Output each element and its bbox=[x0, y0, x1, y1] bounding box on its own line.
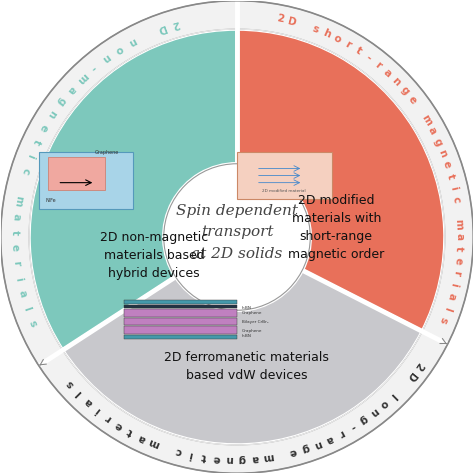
Text: a: a bbox=[65, 83, 77, 95]
Text: g: g bbox=[55, 95, 67, 108]
Text: n: n bbox=[390, 76, 402, 88]
Text: t: t bbox=[126, 426, 135, 438]
Text: a: a bbox=[251, 453, 259, 464]
Text: l: l bbox=[74, 388, 84, 398]
Text: s: s bbox=[64, 378, 76, 389]
Text: 2: 2 bbox=[275, 13, 284, 25]
Text: D: D bbox=[286, 16, 297, 27]
Text: o: o bbox=[113, 43, 124, 55]
Text: -: - bbox=[89, 62, 98, 73]
Text: g: g bbox=[357, 413, 369, 426]
Text: c: c bbox=[451, 196, 462, 204]
Text: D: D bbox=[155, 22, 166, 35]
Text: i: i bbox=[94, 405, 103, 416]
Text: m: m bbox=[12, 195, 24, 207]
Text: l: l bbox=[442, 305, 453, 311]
Text: t: t bbox=[201, 451, 207, 462]
Text: a: a bbox=[10, 212, 21, 220]
Text: t: t bbox=[31, 137, 42, 146]
Text: a: a bbox=[426, 126, 438, 137]
Text: e: e bbox=[212, 453, 220, 464]
Text: r: r bbox=[344, 39, 353, 50]
Text: t: t bbox=[454, 246, 464, 251]
FancyBboxPatch shape bbox=[124, 335, 237, 338]
Text: e: e bbox=[289, 446, 298, 457]
Text: s: s bbox=[438, 315, 449, 324]
Text: m: m bbox=[74, 71, 89, 85]
Text: a: a bbox=[17, 289, 28, 299]
Text: n: n bbox=[46, 109, 58, 120]
Text: D: D bbox=[404, 369, 417, 382]
Text: -: - bbox=[364, 53, 373, 64]
Text: NiFe: NiFe bbox=[46, 199, 56, 203]
Text: 2D non-magnetic
materials based
hybrid devices: 2D non-magnetic materials based hybrid d… bbox=[100, 231, 209, 281]
Text: i: i bbox=[449, 282, 459, 288]
Text: 2D ferromanetic materials
based vdW devices: 2D ferromanetic materials based vdW devi… bbox=[164, 351, 329, 383]
Text: a: a bbox=[445, 292, 457, 301]
Text: r: r bbox=[103, 413, 113, 424]
Text: r: r bbox=[451, 269, 462, 276]
Text: s: s bbox=[27, 319, 38, 328]
Text: Bilayer CrBr₃: Bilayer CrBr₃ bbox=[242, 320, 268, 324]
Text: g: g bbox=[238, 454, 246, 464]
Text: i: i bbox=[448, 185, 459, 191]
Text: n: n bbox=[312, 438, 323, 450]
Text: e: e bbox=[406, 94, 419, 106]
Text: g: g bbox=[301, 442, 311, 454]
Text: i: i bbox=[188, 449, 194, 459]
Text: 2: 2 bbox=[412, 360, 424, 371]
Text: l: l bbox=[388, 390, 398, 400]
FancyBboxPatch shape bbox=[124, 300, 237, 304]
Text: n: n bbox=[100, 52, 112, 64]
Text: a: a bbox=[382, 67, 393, 80]
Text: Graphene: Graphene bbox=[242, 328, 262, 333]
Text: e: e bbox=[10, 244, 20, 252]
Text: r: r bbox=[11, 260, 22, 266]
Text: g: g bbox=[432, 137, 444, 147]
Text: m: m bbox=[419, 113, 433, 128]
Text: c: c bbox=[19, 166, 31, 175]
Text: e: e bbox=[37, 122, 50, 133]
Text: 2: 2 bbox=[171, 18, 181, 29]
Wedge shape bbox=[29, 29, 237, 350]
Circle shape bbox=[164, 164, 310, 310]
Text: m: m bbox=[454, 219, 464, 230]
Text: i: i bbox=[25, 152, 36, 159]
Text: t: t bbox=[354, 46, 364, 56]
Text: -: - bbox=[348, 421, 357, 432]
Text: s: s bbox=[310, 23, 320, 35]
Text: a: a bbox=[324, 433, 335, 445]
FancyBboxPatch shape bbox=[124, 305, 237, 309]
Text: t: t bbox=[445, 173, 456, 180]
Text: h-BN: h-BN bbox=[242, 306, 252, 310]
Text: a: a bbox=[137, 432, 147, 444]
Text: Graphene: Graphene bbox=[95, 150, 119, 155]
Text: a: a bbox=[82, 396, 94, 408]
FancyBboxPatch shape bbox=[124, 326, 237, 334]
Text: l: l bbox=[21, 306, 32, 312]
Text: o: o bbox=[378, 398, 390, 410]
FancyBboxPatch shape bbox=[124, 310, 237, 317]
Text: r: r bbox=[337, 428, 346, 439]
FancyBboxPatch shape bbox=[48, 156, 105, 190]
Text: e: e bbox=[114, 419, 125, 431]
Text: i: i bbox=[14, 276, 24, 282]
Text: r: r bbox=[373, 60, 383, 71]
Text: o: o bbox=[332, 33, 343, 45]
Text: Spin dependent
transport
at 2D solids: Spin dependent transport at 2D solids bbox=[176, 203, 298, 261]
Wedge shape bbox=[63, 270, 422, 445]
Text: m: m bbox=[147, 436, 161, 450]
FancyBboxPatch shape bbox=[124, 318, 237, 325]
Text: e: e bbox=[453, 256, 463, 265]
Text: n: n bbox=[226, 454, 233, 464]
Text: n: n bbox=[437, 148, 449, 158]
Text: m: m bbox=[262, 451, 274, 463]
Text: Graphene: Graphene bbox=[242, 310, 262, 315]
Text: a: a bbox=[454, 233, 464, 240]
Wedge shape bbox=[237, 29, 445, 331]
Text: 2D modified
materials with
short-range
magnetic order: 2D modified materials with short-range m… bbox=[288, 194, 384, 261]
Text: t: t bbox=[10, 229, 20, 235]
Text: 2D modified material: 2D modified material bbox=[263, 189, 306, 193]
